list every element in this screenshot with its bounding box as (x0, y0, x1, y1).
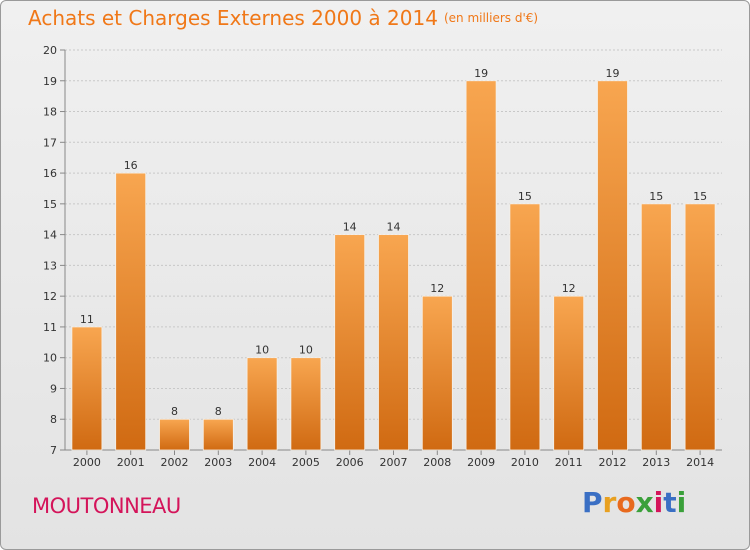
x-tick-label: 2000 (73, 456, 101, 469)
bar-2005 (290, 357, 322, 451)
axis-layer: 7 8 9 10 11 12 13 14 15 16 17 18 19 20 2000 2001 2002 200… (43, 44, 722, 469)
bar-2010 (509, 203, 541, 451)
bar-value-label: 8 (171, 405, 178, 418)
bar-2007 (378, 234, 409, 451)
bar-2008 (421, 295, 453, 451)
bar-2014 (684, 203, 716, 451)
logo-letter: i (676, 486, 687, 519)
bar-2001 (115, 172, 147, 451)
y-tick-label: 14 (43, 229, 57, 242)
x-tick-label: 2004 (248, 456, 276, 469)
x-tick-label: 2013 (642, 456, 670, 469)
x-tick-label: 2014 (686, 456, 714, 469)
y-tick-label: 18 (43, 106, 57, 119)
logo-letter: t (663, 486, 677, 519)
logo-letter: o (616, 486, 636, 519)
y-tick-label: 12 (43, 290, 57, 303)
bar-value-label: 15 (518, 190, 532, 203)
x-tick-label: 2008 (423, 456, 451, 469)
y-tick-label: 8 (50, 413, 57, 426)
logo-letter: P (582, 486, 603, 519)
bar-2004 (246, 357, 278, 451)
bar-value-label: 10 (299, 344, 313, 357)
bar-value-label: 19 (474, 67, 488, 80)
x-tick-label: 2007 (380, 456, 408, 469)
bar-2012 (597, 80, 628, 451)
y-tick-label: 20 (43, 44, 57, 57)
bar-value-label: 15 (649, 190, 663, 203)
bars-layer (71, 80, 716, 451)
bar-value-label: 8 (215, 405, 222, 418)
y-tick-label: 19 (43, 75, 57, 88)
bar-2009 (465, 80, 497, 451)
bar-2003 (202, 418, 234, 451)
bar-value-label: 15 (693, 190, 707, 203)
bar-2011 (553, 295, 585, 451)
y-tick-label: 13 (43, 259, 57, 272)
y-tick-label: 17 (43, 136, 57, 149)
bar-value-label: 12 (430, 282, 444, 295)
y-tick-label: 7 (50, 444, 57, 457)
y-tick-label: 16 (43, 167, 57, 180)
labels-layer: 11 16 8 8 10 10 14 14 12 19 15 12 19 15 15 (80, 67, 707, 418)
bar-2013 (640, 203, 672, 451)
x-tick-label: 2002 (161, 456, 189, 469)
x-tick-label: 2001 (117, 456, 145, 469)
bar-2006 (334, 234, 366, 451)
x-tick-label: 2010 (511, 456, 539, 469)
y-tick-label: 15 (43, 198, 57, 211)
bar-value-label: 11 (80, 313, 94, 326)
commune-name: MOUTONNEAU (32, 494, 181, 518)
y-tick-label: 10 (43, 352, 57, 365)
x-tick-label: 2006 (336, 456, 364, 469)
x-tick-label: 2003 (204, 456, 232, 469)
logo-letter: i (653, 486, 664, 519)
bar-value-label: 19 (606, 67, 620, 80)
bar-value-label: 16 (124, 159, 138, 172)
x-tick-label: 2005 (292, 456, 320, 469)
y-tick-label: 11 (43, 321, 57, 334)
y-tick-label: 9 (50, 382, 57, 395)
bar-2002 (159, 418, 190, 451)
bar-2000 (71, 326, 103, 451)
logo-letter: x (635, 486, 654, 519)
bar-value-label: 14 (343, 221, 357, 234)
chart-title-unit: (en milliers d'€) (443, 11, 539, 25)
proxiti-logo: Proxiti (582, 486, 686, 519)
bar-value-label: 12 (562, 282, 576, 295)
chart-title-text: Achats et Charges Externes 2000 à 2014 (28, 6, 438, 30)
chart-title: Achats et Charges Externes 2000 à 2014 (e… (28, 6, 538, 30)
x-tick-label: 2012 (599, 456, 627, 469)
x-tick-label: 2009 (467, 456, 495, 469)
bar-value-label: 10 (255, 344, 269, 357)
bar-value-label: 14 (387, 221, 401, 234)
logo-letter: r (602, 486, 617, 519)
x-tick-label: 2011 (555, 456, 583, 469)
